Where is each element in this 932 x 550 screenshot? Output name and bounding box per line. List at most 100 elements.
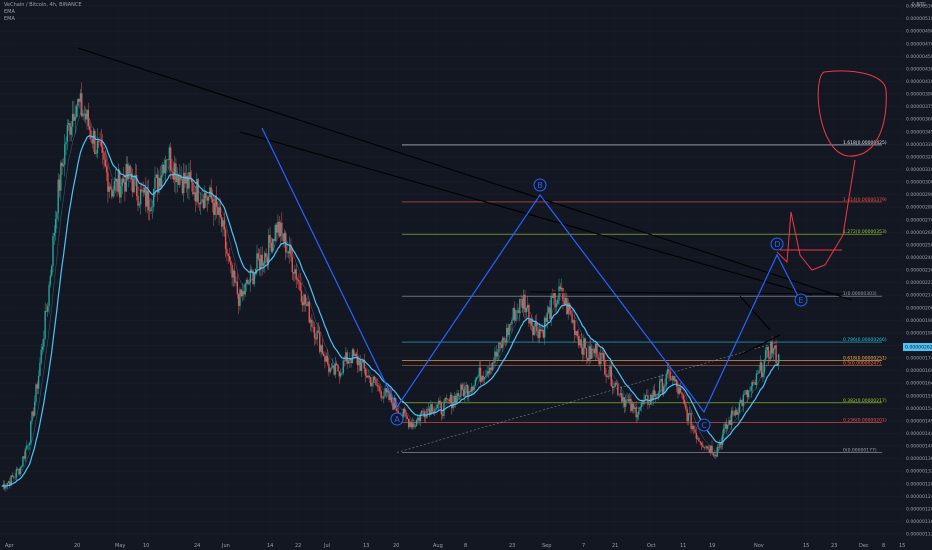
wave-label: E — [798, 296, 803, 305]
candle-body — [1, 486, 3, 487]
candle-body — [116, 178, 118, 192]
candle-body — [534, 321, 537, 327]
candle-body — [622, 397, 624, 402]
candle-body — [9, 481, 11, 486]
candle-body — [32, 411, 35, 416]
candle-body — [526, 304, 529, 309]
candle-body — [762, 372, 764, 378]
candle-body — [333, 365, 335, 375]
candle-body — [621, 393, 623, 402]
candle-body — [332, 365, 334, 368]
candle-body — [274, 224, 276, 241]
candle-body — [142, 190, 144, 193]
candle-body — [197, 179, 199, 203]
ema-legend-1[interactable]: EMA — [4, 9, 15, 15]
candle-body — [683, 399, 686, 405]
candle-body — [328, 363, 330, 373]
ema-legend-2[interactable]: EMA — [4, 16, 15, 22]
candle-body — [523, 294, 525, 309]
y-tick-label: 0.00000198 — [906, 318, 932, 324]
candle-body — [202, 199, 205, 208]
candle-body — [608, 376, 610, 377]
candle-body — [626, 399, 628, 400]
candle-body — [645, 395, 648, 396]
candle-body — [498, 342, 500, 353]
currency-label: 0 BTC — [911, 2, 926, 8]
candle-body — [362, 359, 364, 363]
candle-body — [20, 466, 23, 468]
candle-body — [653, 390, 656, 397]
candle-body — [434, 409, 436, 413]
candle-body — [572, 320, 575, 323]
candle-body — [673, 376, 675, 382]
candle-body — [351, 349, 354, 364]
candle-body — [109, 186, 112, 189]
candle-body — [156, 174, 159, 193]
candle-body — [742, 394, 745, 406]
candle-body — [125, 164, 127, 192]
candle-body — [703, 446, 705, 448]
candle-body — [772, 348, 775, 354]
candle-body — [50, 266, 53, 276]
candle-body — [78, 98, 80, 102]
candle-body — [473, 385, 475, 391]
x-tick-label: 20 — [393, 543, 399, 549]
x-axis: Apr 20 May 10 24 Jun 14 22 Jul 13 20 Aug 8 23 Sep 7 21 Oc… — [5, 543, 905, 549]
wave-label: A — [394, 415, 400, 424]
candle-body — [18, 468, 20, 475]
candle-body — [700, 442, 703, 446]
candle-body — [499, 342, 501, 345]
candle-body — [494, 351, 496, 363]
candle-body — [7, 481, 10, 484]
trendline — [77, 47, 853, 301]
candle-body — [441, 414, 444, 416]
candle-body — [223, 220, 225, 230]
y-tick-label: 0.00000490 — [906, 29, 932, 35]
candle-body — [132, 179, 134, 193]
x-tick-label: 15 — [803, 543, 809, 549]
candle-body — [107, 172, 109, 192]
candle-body — [676, 379, 678, 387]
candle-body — [354, 353, 356, 357]
candle-body — [702, 445, 704, 447]
candle-body — [421, 410, 423, 414]
candle-body — [655, 394, 657, 397]
candle-body — [189, 172, 191, 180]
candle-body — [243, 291, 245, 295]
candle-body — [298, 280, 300, 282]
candle-body — [579, 339, 581, 346]
x-tick-label: Jul — [323, 543, 330, 549]
candle-body — [690, 412, 692, 429]
candle-body — [636, 414, 639, 418]
candle-body — [482, 375, 484, 380]
candle-body — [150, 207, 152, 212]
wave-marker — [533, 178, 547, 192]
y-tick-label: 0.00000132 — [906, 469, 932, 475]
fib-label: 0(0.00000177) — [843, 447, 877, 453]
candle-body — [405, 412, 407, 417]
candle-body — [389, 394, 392, 400]
candle-body — [99, 141, 101, 143]
candle-body — [312, 326, 314, 328]
candle-body — [251, 269, 253, 271]
y-tick-label: 0.00000214 — [906, 293, 932, 299]
candle-body — [329, 368, 331, 373]
candle-body — [563, 300, 565, 305]
candle-body — [26, 445, 28, 449]
candle-body — [465, 384, 467, 387]
candle-body — [5, 486, 7, 489]
candle-body — [577, 335, 580, 346]
candle-body — [313, 326, 316, 338]
candle-body — [226, 248, 228, 254]
candle-body — [145, 187, 147, 207]
candle-body — [774, 345, 776, 349]
price-badge-label: 0.00000262 — [905, 345, 932, 351]
candle-body — [598, 359, 601, 365]
candle-body — [609, 366, 611, 377]
candle-body — [659, 380, 661, 393]
candle-body — [430, 404, 432, 415]
candle-body — [507, 327, 509, 336]
candle-body — [553, 293, 555, 298]
y-tick-label: 0.00000430 — [906, 66, 932, 72]
